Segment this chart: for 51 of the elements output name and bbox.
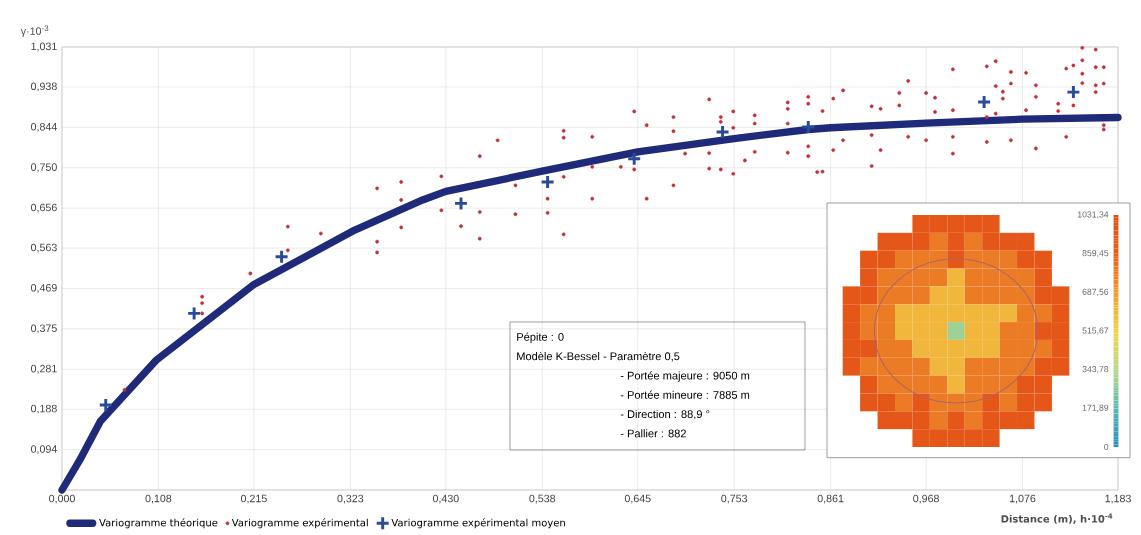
y-tick-label: 0,188 — [31, 404, 57, 414]
y-tick-label: 0,281 — [31, 364, 57, 374]
annotation: Modèle K-Bessel - Paramètre 0,5 — [517, 351, 680, 362]
x-tick-label: 0,645 — [624, 494, 651, 504]
y-tick-label: 0,563 — [31, 243, 57, 253]
annotation: - Pallier : 882 — [620, 429, 686, 438]
x-tick-label: 0,108 — [145, 494, 172, 504]
color-bar-label: 343,78 — [1082, 366, 1109, 374]
point — [274, 249, 290, 265]
point — [98, 397, 114, 413]
annotation: - Direction : 88,9 ° — [620, 409, 710, 420]
x-tick-label: 0,323 — [337, 494, 364, 504]
y-tick-label: 0,094 — [31, 445, 57, 455]
x-tick-label: 0,000 — [49, 494, 75, 504]
point — [800, 119, 816, 135]
color-bar-label: 687,56 — [1082, 288, 1109, 296]
x-tick-label: 0,538 — [529, 494, 556, 504]
legend-label: Variogramme expérimental — [231, 518, 368, 529]
x-tick-label: 0,968 — [913, 494, 939, 504]
annotation: - Portée mineure : 7885 m — [620, 390, 750, 399]
point — [186, 305, 202, 321]
y-tick-label: 0,750 — [31, 163, 57, 173]
annotation: Pépite : 0 — [517, 332, 564, 344]
y-tick-label: 0,938 — [31, 82, 57, 92]
color-bar-label: 0 — [1104, 443, 1109, 451]
y-tick-label: 0,375 — [31, 324, 57, 334]
point — [626, 151, 642, 167]
y-axis-title: γ·10$^{-3}$ — [20, 25, 49, 37]
point — [453, 195, 469, 211]
x-tick-label: 1,076 — [1009, 494, 1036, 504]
legend-label: Variogramme expérimental moyen — [391, 518, 565, 529]
y-tick-label: 0,656 — [31, 203, 57, 213]
y-tick-label: 1,031 — [31, 42, 57, 52]
point — [976, 94, 992, 110]
point — [715, 124, 731, 140]
x-tick-label: 0,215 — [240, 494, 267, 504]
legend-label: Variogramme théorique — [99, 518, 218, 529]
color-bar-label: 171,89 — [1082, 404, 1109, 412]
x-tick-label: 0,430 — [432, 494, 459, 504]
color-bar-label: 515,67 — [1082, 327, 1109, 335]
x-axis-title: Distance (m), h·10$^{-4}$ — [1001, 513, 1113, 524]
y-tick-label: 0,469 — [31, 284, 57, 293]
x-tick-label: 1,183 — [1105, 494, 1131, 504]
point — [1065, 84, 1081, 100]
x-tick-label: 0,861 — [817, 494, 844, 504]
annotation: - Portée majeure : 9050 m — [620, 371, 750, 382]
color-bar-label: 859,45 — [1082, 250, 1109, 258]
x-tick-label: 0,753 — [721, 494, 748, 504]
y-tick-label: 0,844 — [31, 122, 57, 132]
point — [540, 174, 556, 190]
color-bar-label: 1031,34 — [1077, 211, 1109, 219]
